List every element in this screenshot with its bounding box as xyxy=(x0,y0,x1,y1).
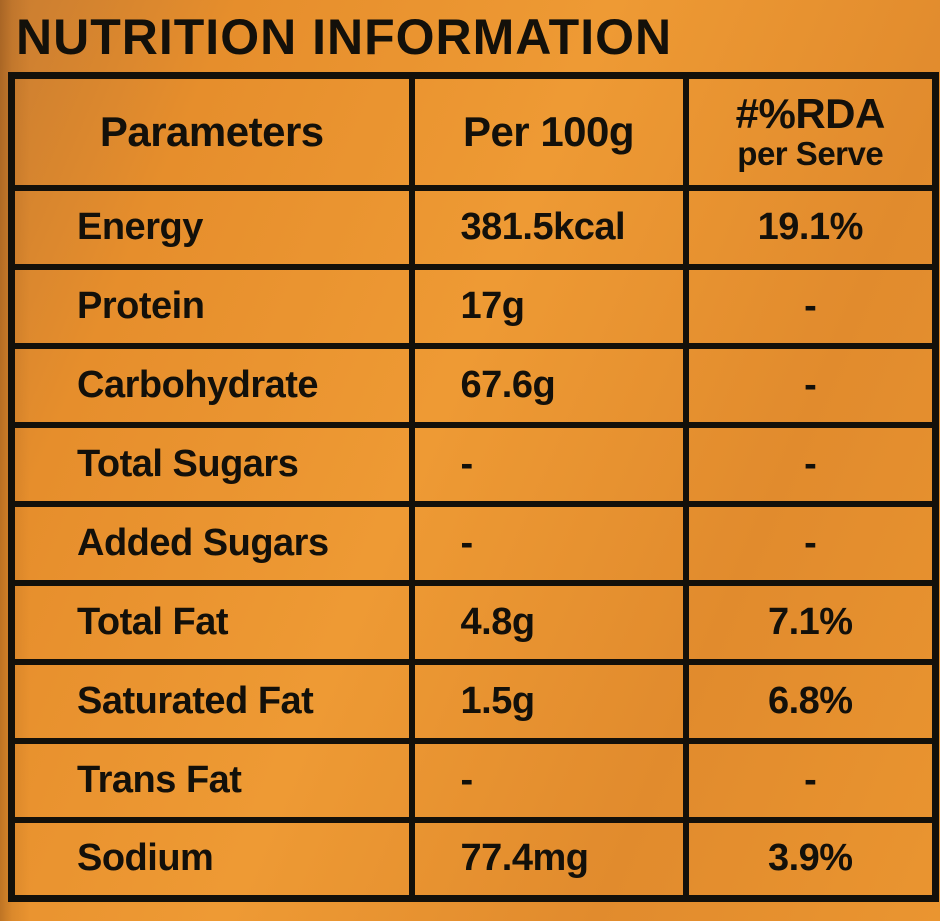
rda-per-serve-value-cell: - xyxy=(682,500,939,586)
rda-per-serve-value-cell: 6.8% xyxy=(682,658,939,744)
rda-per-serve-value-cell: - xyxy=(682,263,939,349)
per-100g-value-cell: - xyxy=(408,737,689,823)
parameter-name-cell: Sodium xyxy=(8,816,415,902)
per-100g-value-cell: 17g xyxy=(408,263,689,349)
table-row: Total Sugars - - xyxy=(8,421,939,507)
parameter-name-cell: Total Fat xyxy=(8,579,415,665)
nutrition-table: Parameters Per 100g #%RDA per Serve Ener… xyxy=(8,72,939,902)
rda-per-serve-value-cell: - xyxy=(682,342,939,428)
parameter-name-cell: Added Sugars xyxy=(8,500,415,586)
per-100g-value-cell: - xyxy=(408,500,689,586)
header-row: Parameters Per 100g #%RDA per Serve xyxy=(8,72,939,191)
table-row: Protein 17g - xyxy=(8,263,939,349)
table-row: Energy 381.5kcal 19.1% xyxy=(8,184,939,270)
table-row: Trans Fat - - xyxy=(8,737,939,823)
table-row: Total Fat 4.8g 7.1% xyxy=(8,579,939,665)
header-rda-line2: per Serve xyxy=(737,134,884,172)
table-row: Carbohydrate 67.6g - xyxy=(8,342,939,428)
per-100g-value-cell: 381.5kcal xyxy=(408,184,689,270)
page-title: NUTRITION INFORMATION xyxy=(16,9,673,65)
rda-per-serve-value-cell: - xyxy=(682,421,939,507)
header-rda-line1: #%RDA xyxy=(735,89,886,137)
rda-per-serve-value-cell: 19.1% xyxy=(682,184,939,270)
rda-per-serve-value-cell: - xyxy=(682,737,939,823)
header-per-100g: Per 100g xyxy=(408,72,689,191)
per-100g-value-cell: 1.5g xyxy=(408,658,689,744)
parameter-name-cell: Saturated Fat xyxy=(8,658,415,744)
per-100g-value-cell: 67.6g xyxy=(408,342,689,428)
per-100g-value-cell: - xyxy=(408,421,689,507)
header-rda-per-serve: #%RDA per Serve xyxy=(682,72,939,191)
header-parameters: Parameters xyxy=(8,72,415,191)
rda-per-serve-value-cell: 3.9% xyxy=(682,816,939,902)
parameter-name-cell: Carbohydrate xyxy=(8,342,415,428)
rda-per-serve-value-cell: 7.1% xyxy=(682,579,939,665)
parameter-name-cell: Energy xyxy=(8,184,415,270)
parameter-name-cell: Trans Fat xyxy=(8,737,415,823)
nutrition-table-body: Energy 381.5kcal 19.1% Protein 17g - Car… xyxy=(8,184,939,902)
table-row: Added Sugars - - xyxy=(8,500,939,586)
per-100g-value-cell: 77.4mg xyxy=(408,816,689,902)
parameter-name-cell: Total Sugars xyxy=(8,421,415,507)
per-100g-value-cell: 4.8g xyxy=(408,579,689,665)
table-row: Sodium 77.4mg 3.9% xyxy=(8,816,939,902)
parameter-name-cell: Protein xyxy=(8,263,415,349)
table-row: Saturated Fat 1.5g 6.8% xyxy=(8,658,939,744)
